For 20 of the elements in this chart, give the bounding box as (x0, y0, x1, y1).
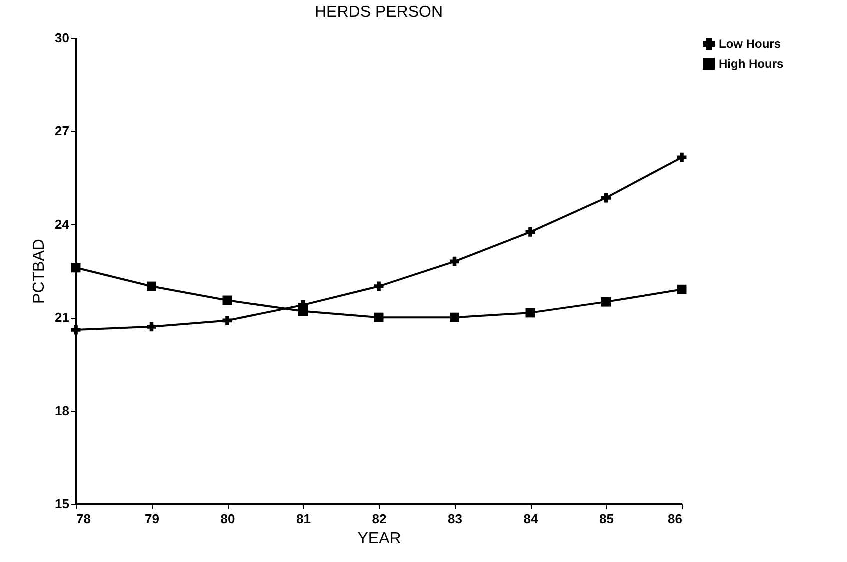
y-axis-title: PCTBAD (31, 239, 48, 304)
y-tick-label: 21 (55, 310, 70, 326)
x-tick-label: 85 (600, 512, 614, 526)
chart-title: HERDS PERSON (314, 4, 444, 21)
x-tick-label: 83 (448, 512, 462, 526)
legend-label: High Hours (719, 57, 784, 71)
x-tick-label: 78 (76, 512, 91, 526)
x-tick-label: 82 (372, 512, 387, 526)
x-tick-label: 86 (668, 512, 682, 526)
x-tick-label: 84 (524, 512, 539, 526)
y-tick-label: 27 (55, 124, 70, 139)
x-axis-title: YEAR (358, 530, 402, 548)
y-tick-label: 30 (55, 30, 70, 46)
legend-label: Low Hours (719, 37, 782, 51)
x-tick-label: 80 (220, 512, 236, 526)
y-tick-label: 18 (55, 403, 70, 418)
x-tick-label: 79 (145, 512, 160, 526)
y-tick-label: 24 (55, 216, 70, 232)
y-tick-label: 15 (55, 496, 70, 512)
x-tick-label: 81 (296, 512, 311, 526)
